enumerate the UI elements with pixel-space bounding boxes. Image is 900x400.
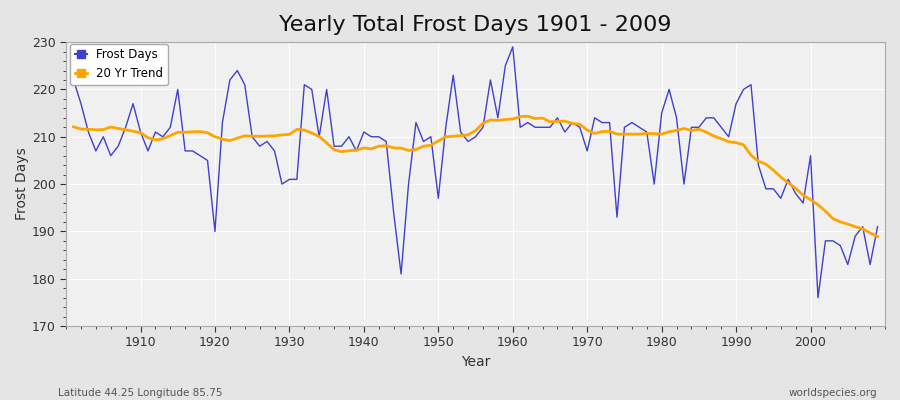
20 Yr Trend (522, 114, 533, 118)
Y-axis label: Frost Days: Frost Days (15, 148, 29, 220)
Text: worldspecies.org: worldspecies.org (789, 388, 877, 398)
Frost Days (128, 101, 139, 106)
Frost Days (872, 224, 883, 229)
20 Yr Trend (872, 234, 883, 239)
20 Yr Trend (508, 117, 518, 122)
20 Yr Trend (68, 124, 79, 129)
Line: 20 Yr Trend: 20 Yr Trend (74, 116, 878, 236)
Frost Days (500, 63, 510, 68)
Frost Days (813, 295, 824, 300)
Frost Days (292, 177, 302, 182)
Frost Days (68, 78, 79, 82)
Line: Frost Days: Frost Days (74, 47, 878, 298)
Frost Days (336, 144, 346, 149)
Frost Days (508, 44, 518, 49)
20 Yr Trend (128, 129, 139, 134)
20 Yr Trend (604, 129, 615, 134)
Frost Days (515, 125, 526, 130)
20 Yr Trend (500, 117, 510, 122)
Title: Yearly Total Frost Days 1901 - 2009: Yearly Total Frost Days 1901 - 2009 (279, 15, 671, 35)
20 Yr Trend (292, 127, 302, 132)
X-axis label: Year: Year (461, 355, 491, 369)
Text: Latitude 44.25 Longitude 85.75: Latitude 44.25 Longitude 85.75 (58, 388, 223, 398)
Legend: Frost Days, 20 Yr Trend: Frost Days, 20 Yr Trend (70, 44, 168, 85)
Frost Days (604, 120, 615, 125)
20 Yr Trend (336, 149, 346, 154)
